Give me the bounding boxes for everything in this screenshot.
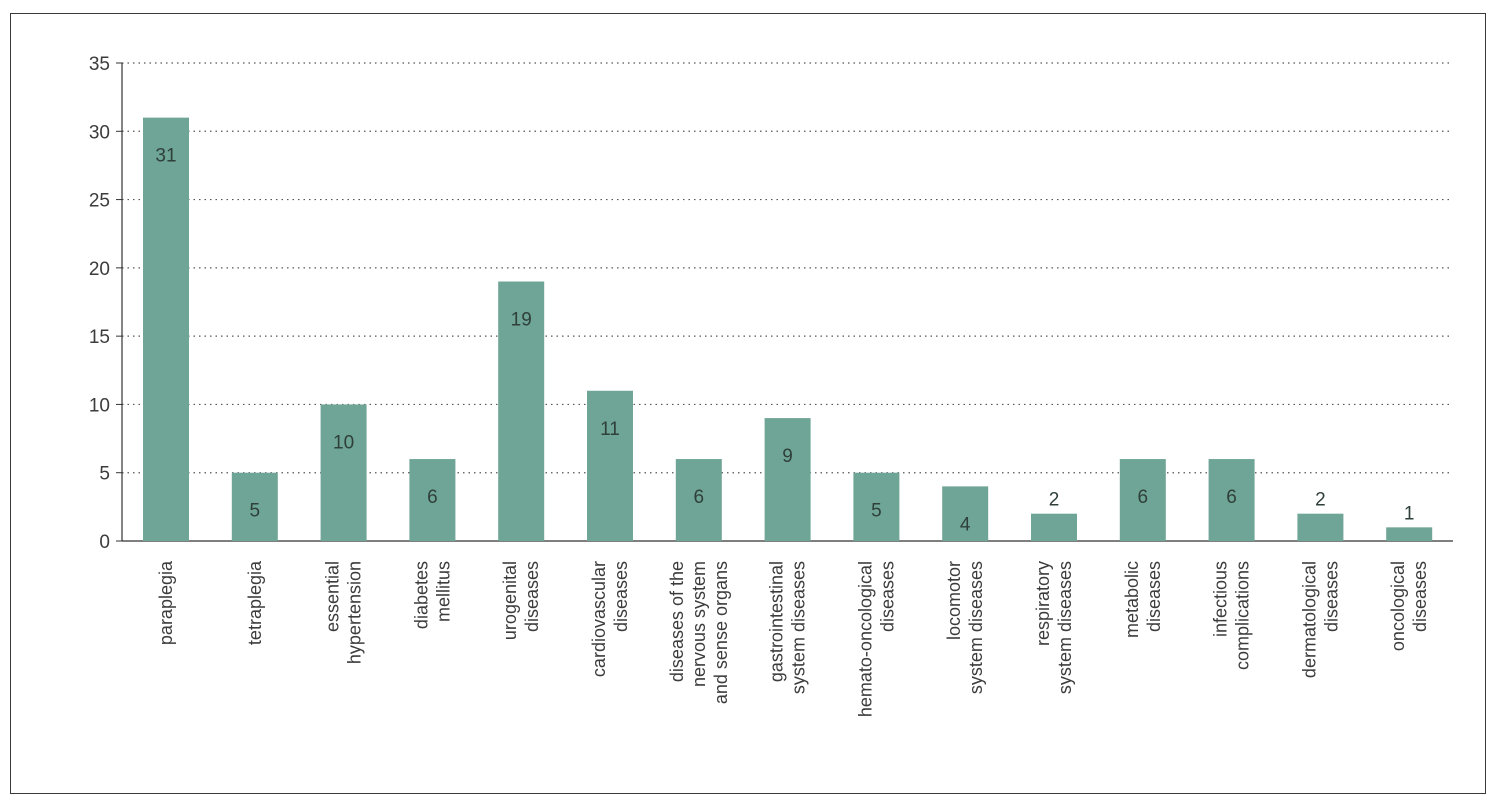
x-tick-label: respiratory bbox=[1033, 561, 1053, 646]
data-label: 10 bbox=[333, 432, 354, 453]
bar bbox=[320, 404, 367, 541]
bar bbox=[231, 472, 278, 541]
y-tick-label: 30 bbox=[89, 122, 110, 143]
bar bbox=[498, 281, 545, 541]
data-label: 31 bbox=[155, 146, 176, 167]
y-tick-label: 25 bbox=[89, 191, 110, 212]
x-tick-label: diabetes bbox=[411, 561, 431, 629]
bar bbox=[1208, 459, 1255, 541]
x-tick-label: oncological bbox=[1388, 561, 1408, 651]
x-tick-label: diseases bbox=[1410, 561, 1430, 632]
bar bbox=[1297, 513, 1344, 541]
y-tick-label: 10 bbox=[89, 395, 110, 416]
x-tick-label: paraplegia bbox=[156, 560, 176, 645]
y-tick-label: 35 bbox=[89, 54, 110, 75]
x-tick-label: system diseases bbox=[1055, 561, 1075, 694]
bar bbox=[1386, 527, 1433, 541]
x-tick-label: nervous system bbox=[689, 561, 709, 687]
x-tick-label: urogenital bbox=[500, 561, 520, 640]
x-tick-label: cardiovascular bbox=[589, 561, 609, 677]
x-tick-label: metabolic bbox=[1122, 561, 1142, 638]
bar bbox=[675, 459, 722, 541]
data-label: 11 bbox=[600, 419, 620, 440]
bar bbox=[143, 117, 189, 541]
data-label: 6 bbox=[1226, 487, 1237, 508]
data-label: 5 bbox=[871, 501, 882, 522]
x-tick-label: essential bbox=[323, 561, 343, 632]
x-tick-label: system diseases bbox=[966, 561, 986, 694]
y-tick-label: 0 bbox=[99, 532, 110, 553]
x-tick-label: tetraplegia bbox=[245, 560, 265, 645]
chart-frame: 0 5 10 15 20 25 30 35 31 paraplegia 5 tetraplegia 10… bbox=[10, 13, 1486, 794]
x-tick-label: diseases bbox=[877, 561, 897, 632]
bar bbox=[853, 472, 900, 541]
data-label: 6 bbox=[1138, 487, 1149, 508]
x-tick-label: diseases of the bbox=[667, 561, 687, 682]
x-tick-label: hypertension bbox=[345, 561, 365, 664]
x-tick-label: hemato-oncological bbox=[855, 561, 875, 717]
x-tick-label: mellitus bbox=[433, 561, 453, 622]
data-label: 6 bbox=[427, 487, 438, 508]
bar-chart: 0510152025303531paraplegia5tetraplegia10… bbox=[89, 54, 1453, 717]
data-label: 2 bbox=[1049, 490, 1060, 511]
x-tick-label: diseases bbox=[611, 561, 631, 632]
y-tick-label: 20 bbox=[89, 259, 110, 280]
data-label: 1 bbox=[1404, 503, 1415, 524]
x-tick-label: diseases bbox=[1321, 561, 1341, 632]
bar bbox=[587, 390, 633, 541]
data-label: 5 bbox=[250, 501, 261, 522]
y-tick-label: 5 bbox=[99, 464, 110, 485]
x-tick-label: complications bbox=[1233, 561, 1253, 670]
x-tick-label: gastrointestinal bbox=[767, 561, 787, 682]
data-label: 9 bbox=[782, 446, 793, 467]
bar bbox=[409, 459, 456, 541]
bar bbox=[942, 486, 989, 541]
bar bbox=[764, 418, 811, 541]
x-tick-label: dermatological bbox=[1299, 561, 1319, 678]
data-label: 6 bbox=[694, 487, 705, 508]
y-tick-label: 15 bbox=[89, 327, 110, 348]
bar bbox=[1119, 459, 1166, 541]
data-label: 19 bbox=[511, 310, 532, 331]
data-label: 2 bbox=[1315, 490, 1326, 511]
bar bbox=[1031, 513, 1077, 541]
data-label: 4 bbox=[960, 514, 971, 535]
x-tick-label: diseases bbox=[522, 561, 542, 632]
x-tick-label: diseases bbox=[1144, 561, 1164, 632]
x-tick-label: and sense organs bbox=[711, 561, 731, 704]
x-tick-label: locomotor bbox=[944, 561, 964, 640]
x-tick-label: system diseases bbox=[789, 561, 809, 694]
x-tick-label: infectious bbox=[1211, 561, 1231, 637]
